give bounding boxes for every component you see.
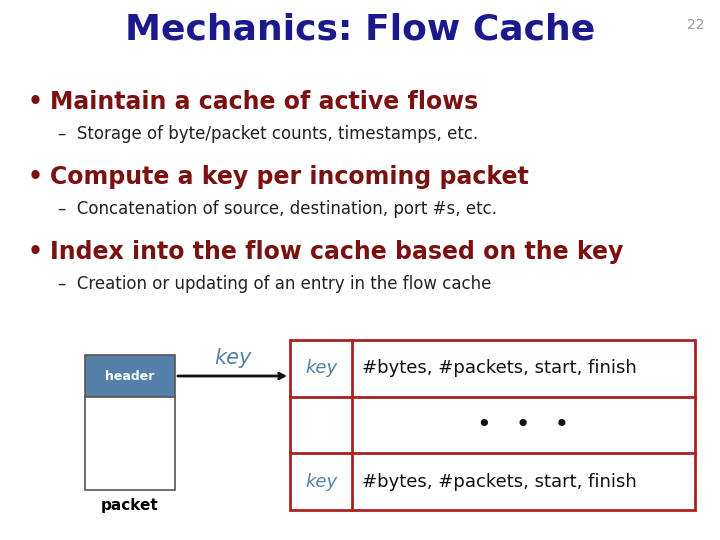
Text: •: • (28, 240, 43, 264)
Text: #bytes, #packets, start, finish: #bytes, #packets, start, finish (362, 359, 636, 377)
Bar (85, 397, 175, 490)
Text: packet: packet (101, 498, 159, 513)
Text: Mechanics: Flow Cache: Mechanics: Flow Cache (125, 12, 595, 46)
Text: –  Concatenation of source, destination, port #s, etc.: – Concatenation of source, destination, … (58, 200, 497, 218)
Text: key: key (214, 348, 251, 368)
Text: –  Creation or updating of an entry in the flow cache: – Creation or updating of an entry in th… (58, 275, 491, 293)
Text: •: • (28, 90, 43, 114)
Text: 22: 22 (688, 18, 705, 32)
Text: •: • (28, 165, 43, 189)
Text: –  Storage of byte/packet counts, timestamps, etc.: – Storage of byte/packet counts, timesta… (58, 125, 478, 143)
Text: Maintain a cache of active flows: Maintain a cache of active flows (50, 90, 478, 114)
Text: Compute a key per incoming packet: Compute a key per incoming packet (50, 165, 528, 189)
Bar (290, 340, 695, 510)
Text: •   •   •: • • • (477, 413, 570, 437)
Text: header: header (105, 369, 155, 382)
Text: #bytes, #packets, start, finish: #bytes, #packets, start, finish (362, 472, 636, 491)
Bar (85, 355, 175, 397)
Text: key: key (305, 472, 337, 491)
Text: Index into the flow cache based on the key: Index into the flow cache based on the k… (50, 240, 624, 264)
Text: key: key (305, 359, 337, 377)
